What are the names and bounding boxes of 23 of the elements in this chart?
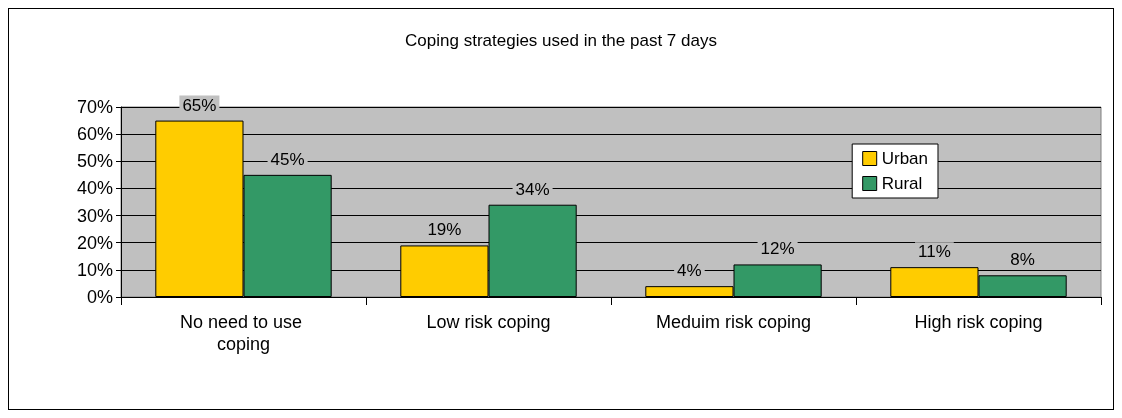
data-label: 34% <box>515 179 550 199</box>
legend-label: Urban <box>881 149 929 168</box>
data-label: 19% <box>427 220 462 240</box>
y-tick-label: 10% <box>76 259 113 280</box>
y-tick-label: 0% <box>86 287 113 307</box>
y-tick-label: 60% <box>76 124 113 145</box>
data-label: 4% <box>677 261 702 281</box>
data-label: 65% <box>182 95 217 115</box>
x-tick-label: Low risk coping <box>426 312 551 332</box>
data-label: 12% <box>760 239 795 259</box>
y-tick-label: 50% <box>76 151 113 172</box>
data-label: 45% <box>270 149 305 169</box>
data-label: 8% <box>1010 250 1035 270</box>
y-tick-label: 70% <box>76 97 113 117</box>
chart-title: Coping strategies used in the past 7 days <box>405 31 717 50</box>
y-tick-label: 40% <box>76 178 113 199</box>
x-tick-label: No need to use coping <box>179 312 308 354</box>
y-tick-label: 20% <box>76 232 113 253</box>
y-tick-label: 30% <box>76 205 113 226</box>
x-tick-label: Meduim risk coping <box>655 312 812 332</box>
data-label: 11% <box>918 242 951 262</box>
legend-label: Rural <box>881 174 923 193</box>
x-tick-label: High risk coping <box>914 312 1043 332</box>
